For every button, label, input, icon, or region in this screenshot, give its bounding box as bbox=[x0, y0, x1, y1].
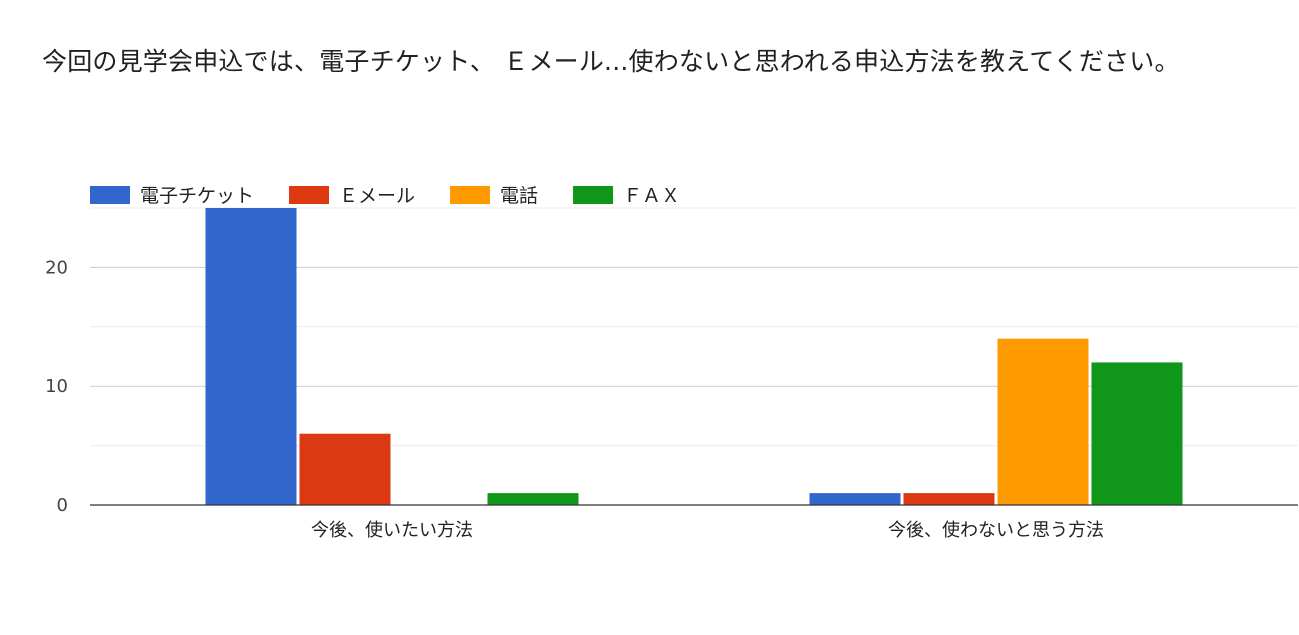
legend[interactable]: 電子チケット Ｅメール 電話 ＦＡＸ bbox=[90, 185, 680, 207]
bars bbox=[205, 208, 1183, 505]
y-tick-label: 20 bbox=[45, 257, 68, 278]
bar[interactable] bbox=[997, 338, 1089, 505]
legend-swatch bbox=[90, 186, 130, 204]
legend-label: Ｅメール bbox=[339, 185, 415, 207]
bar[interactable] bbox=[299, 433, 391, 505]
legend-swatch bbox=[573, 186, 614, 204]
chart-title: 今回の見学会申込では、電子チケット、 Ｅメール...使わないと思われる申込方法を… bbox=[42, 47, 1180, 76]
legend-item[interactable]: Ｅメール bbox=[289, 185, 415, 207]
legend-item[interactable]: 電話 bbox=[450, 185, 538, 207]
bar[interactable] bbox=[487, 493, 579, 505]
legend-item[interactable]: ＦＡＸ bbox=[573, 185, 680, 207]
y-tick-label: 10 bbox=[45, 376, 68, 397]
bar[interactable] bbox=[205, 208, 297, 505]
x-axis-categories: 今後、使いたい方法 今後、使わないと思う方法 bbox=[311, 520, 1104, 541]
legend-item[interactable]: 電子チケット bbox=[90, 185, 254, 207]
bar[interactable] bbox=[809, 493, 901, 505]
legend-label: 電話 bbox=[500, 185, 538, 207]
x-category-label: 今後、使わないと思う方法 bbox=[888, 520, 1104, 541]
y-tick-label: 0 bbox=[57, 495, 68, 516]
x-category-label: 今後、使いたい方法 bbox=[311, 520, 473, 541]
bar[interactable] bbox=[1091, 362, 1183, 505]
y-axis-ticks: 0 10 20 bbox=[45, 257, 68, 516]
legend-label: 電子チケット bbox=[140, 185, 254, 207]
legend-label: ＦＡＸ bbox=[623, 185, 680, 207]
legend-swatch bbox=[450, 186, 491, 204]
bar[interactable] bbox=[903, 493, 995, 505]
legend-swatch bbox=[289, 186, 330, 204]
